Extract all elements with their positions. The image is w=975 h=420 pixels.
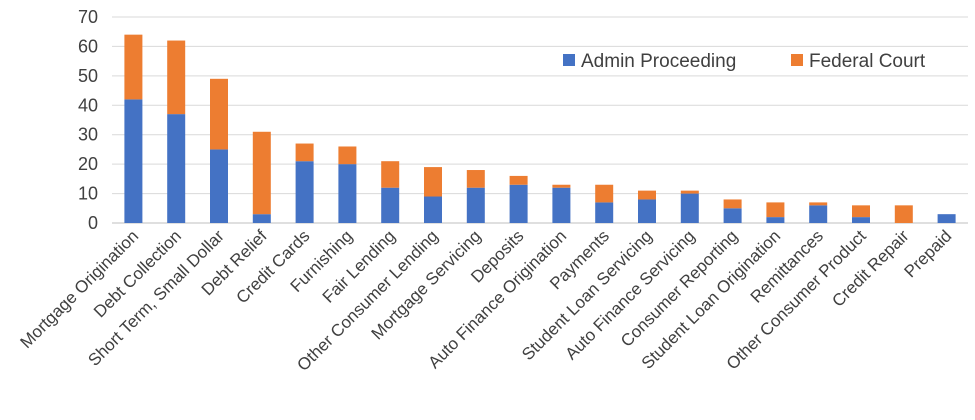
bar-admin-proceeding: [552, 187, 571, 223]
bar-federal-court: [809, 202, 828, 206]
bar-federal-court: [424, 167, 442, 197]
bars: [124, 34, 956, 223]
legend-label: Admin Proceeding: [581, 51, 736, 72]
y-tick-label: 40: [78, 95, 98, 115]
y-tick-label: 10: [78, 184, 98, 204]
bar-federal-court: [381, 161, 400, 188]
bar-federal-court: [509, 175, 528, 185]
bar-federal-court: [894, 205, 913, 223]
gridlines: [112, 16, 968, 224]
x-tick-label: Prepaid: [901, 226, 956, 281]
bar-federal-court: [295, 143, 314, 162]
legend-swatch: [563, 54, 575, 66]
y-tick-label: 60: [78, 36, 98, 56]
bar-admin-proceeding: [937, 214, 956, 223]
bar-admin-proceeding: [595, 202, 614, 223]
bar-federal-court: [466, 170, 485, 188]
bar-admin-proceeding: [638, 199, 656, 223]
bar-federal-court: [167, 40, 186, 115]
bar-admin-proceeding: [852, 217, 870, 223]
bar-federal-court: [680, 190, 699, 194]
bar-admin-proceeding: [381, 187, 400, 223]
legend: Admin Proceeding Federal Court: [563, 51, 926, 72]
bar-admin-proceeding: [424, 196, 442, 223]
bar-admin-proceeding: [723, 208, 742, 223]
bar-federal-court: [766, 202, 785, 218]
bar-admin-proceeding: [509, 184, 528, 223]
bar-admin-proceeding: [466, 187, 485, 223]
bar-federal-court: [252, 131, 271, 215]
bar-admin-proceeding: [680, 193, 699, 223]
bar-admin-proceeding: [210, 149, 228, 223]
bar-federal-court: [852, 205, 870, 218]
y-tick-label: 30: [78, 125, 98, 145]
legend-swatch: [791, 54, 803, 66]
y-tick-label: 50: [78, 66, 98, 86]
bar-federal-court: [552, 184, 571, 188]
bar-federal-court: [638, 190, 656, 200]
bar-federal-court: [124, 34, 143, 100]
bar-admin-proceeding: [338, 164, 357, 223]
bar-admin-proceeding: [252, 214, 271, 223]
y-tick-label: 70: [78, 7, 98, 27]
bar-federal-court: [723, 199, 742, 209]
bar-federal-court: [210, 78, 228, 150]
y-tick-label: 20: [78, 154, 98, 174]
bar-admin-proceeding: [167, 114, 186, 223]
y-axis: 0 10 20 30 40 50 60 70: [78, 7, 98, 233]
y-tick-label: 0: [88, 213, 98, 233]
bar-federal-court: [338, 146, 357, 165]
bar-admin-proceeding: [809, 205, 828, 223]
bar-federal-court: [595, 184, 614, 203]
legend-label: Federal Court: [809, 51, 926, 72]
bar-admin-proceeding: [295, 161, 314, 223]
bar-admin-proceeding: [766, 217, 785, 223]
bar-admin-proceeding: [124, 99, 143, 223]
